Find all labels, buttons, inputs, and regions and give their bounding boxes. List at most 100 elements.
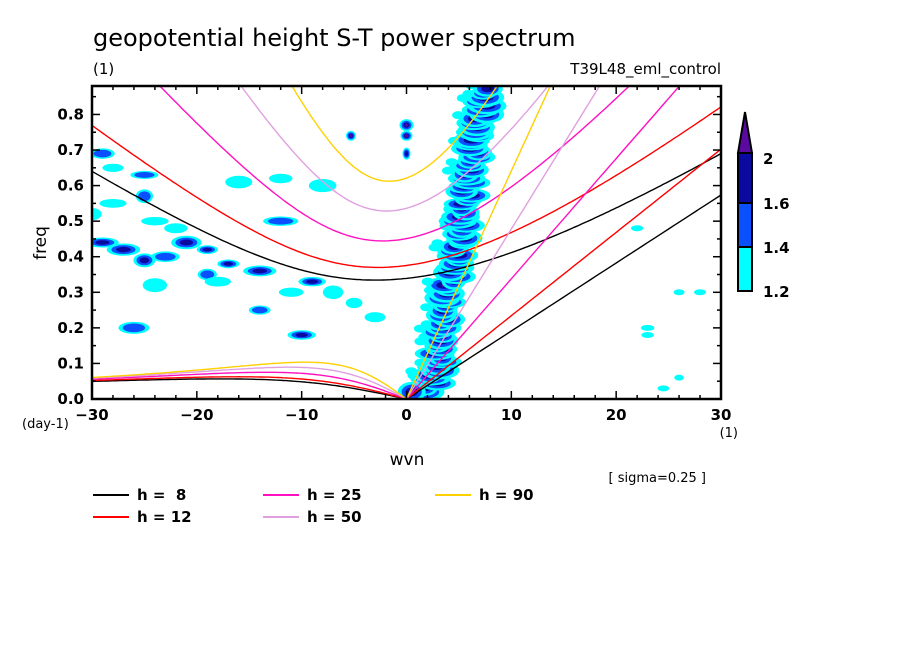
contour-blob: [322, 285, 344, 300]
contour-blob: [278, 287, 304, 297]
y-axis-label: freq: [31, 226, 51, 260]
x-axis-unit: (1): [720, 426, 738, 441]
contour-fill-layer: [92, 86, 707, 399]
kelvin-curve-h8: [406, 194, 721, 399]
legend-label: h = 12: [137, 508, 192, 526]
contour-blob: [481, 86, 495, 93]
contour-blob: [308, 179, 337, 193]
contour-blob: [345, 297, 363, 309]
contour-blob: [200, 270, 215, 279]
contour-blob: [657, 385, 670, 392]
contour-blob: [349, 134, 353, 138]
contour-blob: [694, 289, 707, 296]
contour-blob: [295, 332, 308, 338]
colorbar-label: 1.6: [763, 195, 790, 213]
y-tick-label: 0.6: [57, 177, 84, 195]
kelvin-curve-h50: [405, 86, 601, 399]
rossby-curve-h8: [92, 378, 407, 399]
contour-blob: [252, 268, 268, 274]
contour-blob: [421, 277, 434, 286]
contour-blob: [202, 247, 212, 252]
legend-label: h = 50: [307, 508, 362, 526]
x-tick-label: −20: [180, 406, 213, 424]
contour-blob: [141, 216, 169, 226]
contour-blob: [268, 217, 294, 225]
contour-blob: [364, 312, 386, 323]
y-tick-label: 0.5: [57, 212, 84, 230]
colorbar-extend-triangle: [736, 111, 754, 154]
contour-blob: [431, 239, 444, 248]
contour-blob: [139, 257, 150, 264]
y-tick-labels: 0.0 0.1 0.2 0.3 0.4 0.5 0.6 0.7 0.8: [57, 105, 84, 408]
inertio-gravity-curve-h12: [92, 106, 721, 269]
contour-blob: [99, 199, 127, 208]
rossby-curve-h25: [92, 371, 407, 399]
contour-blob: [640, 324, 655, 331]
contour-blob: [405, 134, 408, 138]
rossby-curve-h12: [92, 375, 407, 399]
contour-blob: [204, 276, 231, 287]
rossby-curve-h50: [92, 366, 407, 399]
x-tick-label: −30: [75, 406, 108, 424]
y-tick-label: 0.8: [57, 105, 84, 123]
contour-blob: [251, 306, 268, 314]
colorbar-label: 1.2: [763, 283, 790, 301]
inertio-gravity-curve-h50: [240, 86, 549, 212]
x-tick-labels: −30 −20 −10 0 10 20 30: [75, 406, 731, 424]
contour-blob: [452, 111, 465, 120]
colorbar-label: 1.4: [763, 239, 790, 257]
contour-blob: [164, 223, 188, 234]
contour-blob: [673, 289, 685, 296]
colorbar-segment: [737, 202, 753, 248]
rossby-curve-h90: [92, 361, 407, 399]
contour-blob: [138, 191, 151, 202]
contour-blob: [405, 123, 408, 127]
contour-blob: [631, 225, 644, 232]
contour-blob: [92, 207, 102, 221]
chart-subtitle-left: (1): [93, 60, 114, 78]
contour-blob: [445, 158, 458, 167]
y-tick-label: 0.7: [57, 141, 84, 159]
contour-blob: [134, 172, 155, 178]
contour-blob: [122, 323, 146, 333]
chart-subtitle-right: T39L48_eml_control: [569, 60, 721, 79]
colorbar-segment: [737, 246, 753, 292]
legend-label: h = 90: [479, 486, 534, 504]
dispersion-curves-layer: [92, 86, 721, 399]
kelvin-curve-h12: [406, 148, 721, 399]
legend-label: h = 8: [137, 486, 186, 504]
kelvin-curve-h25: [405, 86, 681, 399]
kelvin-curve-h90: [405, 86, 552, 399]
contour-blob: [306, 279, 319, 284]
contour-blob: [674, 374, 684, 381]
y-tick-label: 0.1: [57, 354, 84, 372]
y-tick-label: 0.4: [57, 248, 84, 266]
x-tick-label: 20: [606, 406, 627, 424]
x-axis-label: wvn: [390, 450, 425, 470]
contour-blob: [155, 252, 176, 261]
x-tick-label: −10: [285, 406, 318, 424]
y-tick-label: 0.0: [57, 390, 84, 408]
sigma-annotation: [ sigma=0.25 ]: [608, 471, 706, 486]
colorbar: 1.2 1.4 1.6 2: [736, 111, 790, 301]
contour-blob: [420, 303, 433, 312]
inertio-gravity-curve-h25: [158, 86, 631, 242]
x-tick-label: 30: [711, 406, 732, 424]
inertio-gravity-curve-h90: [291, 86, 498, 182]
contour-blob: [405, 367, 418, 376]
contour-blob: [116, 246, 131, 253]
contour-blob: [93, 149, 112, 158]
contour-blob: [641, 331, 654, 338]
y-tick-label: 0.3: [57, 283, 84, 301]
inertio-gravity-curve-h8: [92, 152, 721, 281]
axis-ticks: [91, 86, 722, 400]
colorbar-label: 2: [763, 150, 773, 168]
contour-blob: [225, 175, 253, 189]
x-tick-label: 0: [401, 406, 411, 424]
legend: h = 8 h = 12 h = 25 h = 50 h = 90: [93, 486, 534, 526]
y-tick-label: 0.2: [57, 319, 84, 337]
contour-blob: [404, 150, 409, 157]
legend-label: h = 25: [307, 486, 362, 504]
contour-blob: [179, 239, 194, 246]
